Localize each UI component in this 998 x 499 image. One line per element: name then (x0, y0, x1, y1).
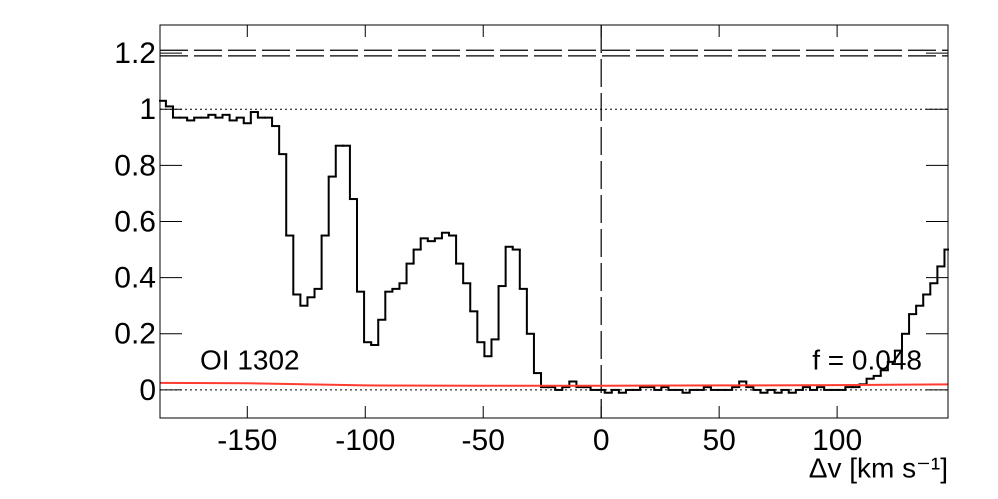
y-tick-label: 0 (139, 374, 156, 407)
y-tick-label: 1 (139, 93, 156, 126)
plot-frame (159, 24, 949, 419)
x-tick-label: -150 (217, 424, 277, 457)
y-tick-label: 0.2 (114, 318, 156, 351)
x-tick-label: -100 (335, 424, 395, 457)
annotation: OI 1302 (200, 344, 300, 375)
x-tick-label: 0 (593, 424, 610, 457)
x-tick-label: 50 (702, 424, 735, 457)
y-tick-label: 1.2 (114, 37, 156, 70)
x-axis-label: Δv [km s⁻¹] (809, 452, 948, 483)
y-tick-label: 0.4 (114, 262, 156, 295)
y-tick-label: 0.8 (114, 149, 156, 182)
x-tick-label: -50 (462, 424, 505, 457)
annotation: f = 0.048 (812, 344, 922, 375)
y-tick-label: 0.6 (114, 205, 156, 238)
x-tick-label: 100 (812, 424, 862, 457)
error-line (159, 381, 949, 387)
